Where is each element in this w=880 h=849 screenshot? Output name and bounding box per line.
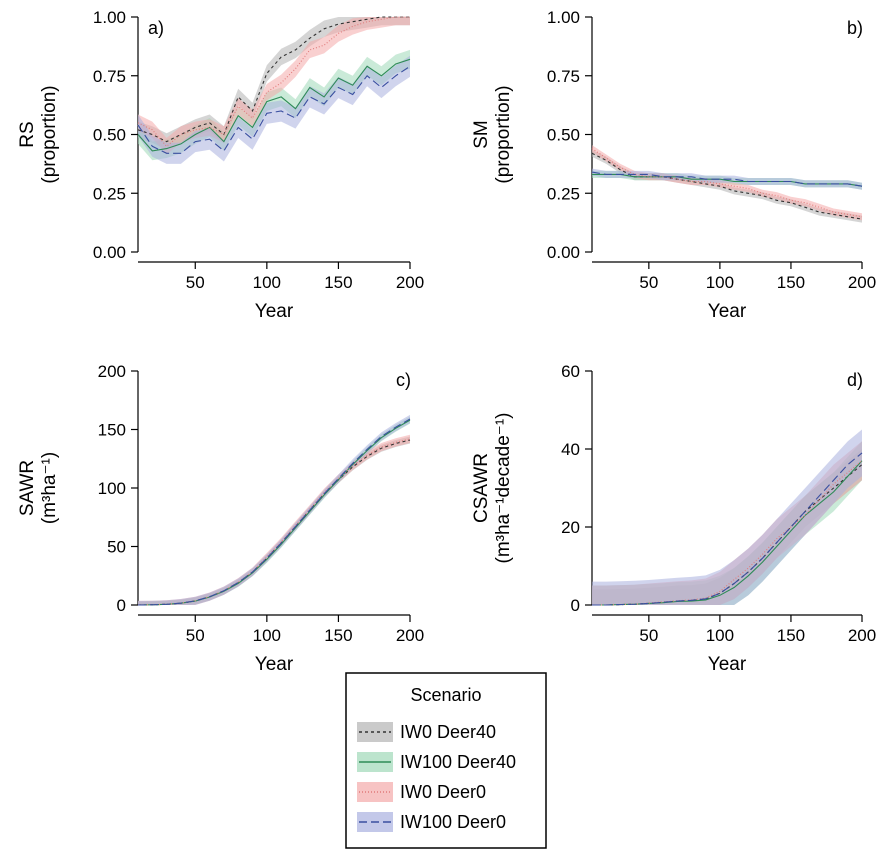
series-band xyxy=(138,55,410,164)
series-line xyxy=(137,438,411,606)
chart-panel-d: 0 20 40 60 50 100 150 200 Year CSAWR (m³ha⁻¹decade… xyxy=(471,362,876,675)
y-axis-title: (m³ha⁻¹) xyxy=(39,452,60,524)
chart-panel-c: 0 50 100 150 200 50 100 150 200 Year SAWR (m³ha⁻¹) c… xyxy=(17,362,424,675)
y-axis-title: (m³ha⁻¹decade⁻¹) xyxy=(493,413,514,564)
y-tick-label: 0.25 xyxy=(93,184,126,203)
panel-tag: d) xyxy=(847,370,863,390)
x-tick-label: 100 xyxy=(706,273,734,292)
x-tick-label: 100 xyxy=(253,626,281,645)
series-band xyxy=(592,145,862,221)
y-tick-label: 0 xyxy=(117,596,126,615)
chart-panel-b: 0.00 0.25 0.50 0.75 1.00 50 100 150 200 Year SM (pr… xyxy=(471,8,876,322)
series-band xyxy=(138,434,410,605)
y-tick-label: 0.75 xyxy=(93,67,126,86)
legend-title: Scenario xyxy=(410,685,481,705)
x-axis-title: Year xyxy=(708,301,747,322)
y-tick-label: 100 xyxy=(98,479,126,498)
x-tick-label: 200 xyxy=(848,273,876,292)
y-tick-label: 0.75 xyxy=(547,67,580,86)
y-tick-label: 0.25 xyxy=(547,184,580,203)
series-line xyxy=(137,439,411,606)
x-tick-label: 50 xyxy=(639,626,658,645)
series-line xyxy=(592,173,863,187)
series-line xyxy=(137,16,410,143)
legend-swatch xyxy=(357,722,393,742)
x-axis-title: Year xyxy=(255,301,294,322)
x-axis-title: Year xyxy=(255,654,294,675)
series-band xyxy=(592,429,862,605)
y-axis-title: CSAWR xyxy=(471,453,492,523)
legend-entry: IW0 Deer40 xyxy=(357,722,496,742)
series-line xyxy=(592,460,863,606)
y-axis-title: (proportion) xyxy=(39,85,60,183)
y-tick-label: 0.00 xyxy=(547,243,580,262)
panel-tag: a) xyxy=(148,18,164,38)
series-line xyxy=(592,452,863,606)
series-line xyxy=(137,418,411,606)
y-tick-label: 0 xyxy=(571,596,580,615)
y-axis-title: (proportion) xyxy=(493,85,514,183)
x-tick-label: 50 xyxy=(639,273,658,292)
y-tick-label: 50 xyxy=(107,538,126,557)
y-tick-label: 0.00 xyxy=(93,243,126,262)
panel-tag: c) xyxy=(396,370,411,390)
y-tick-label: 60 xyxy=(561,362,580,381)
y-axis-title: SM xyxy=(471,120,492,149)
chart-panel-a: 0.00 0.25 0.50 0.75 1.00 50 100 150 200 Year RS (pr… xyxy=(17,8,424,322)
x-tick-label: 150 xyxy=(777,626,805,645)
x-tick-label: 200 xyxy=(396,273,424,292)
legend-label: IW100 Deer0 xyxy=(400,812,506,832)
y-axis-title: SAWR xyxy=(17,460,38,516)
y-tick-label: 0.50 xyxy=(547,126,580,145)
x-tick-label: 50 xyxy=(186,626,205,645)
y-tick-label: 1.00 xyxy=(547,8,580,27)
x-axis-title: Year xyxy=(708,654,747,675)
legend-label: IW100 Deer40 xyxy=(400,752,516,772)
legend-entry: IW100 Deer40 xyxy=(357,752,516,772)
series-line xyxy=(592,460,863,606)
y-tick-label: 1.00 xyxy=(93,8,126,27)
series-line xyxy=(137,65,411,154)
panel-tag: b) xyxy=(847,18,863,38)
y-tick-label: 150 xyxy=(98,421,126,440)
legend-label: IW0 Deer40 xyxy=(400,722,496,742)
x-tick-label: 200 xyxy=(396,626,424,645)
y-axis-title: RS xyxy=(17,121,38,147)
series-line xyxy=(591,171,863,187)
x-tick-label: 200 xyxy=(848,626,876,645)
series-band xyxy=(138,17,410,155)
legend: Scenario IW0 Deer40 IW100 Deer40 IW0 Deer0… xyxy=(345,672,547,849)
series-line xyxy=(591,152,863,220)
x-tick-label: 50 xyxy=(186,273,205,292)
x-tick-label: 150 xyxy=(777,273,805,292)
x-tick-label: 100 xyxy=(706,626,734,645)
legend-entry: IW0 Deer0 xyxy=(357,782,486,802)
series-band xyxy=(138,17,410,150)
y-tick-label: 20 xyxy=(561,518,580,537)
legend-entry: IW100 Deer0 xyxy=(357,812,506,832)
y-tick-label: 40 xyxy=(561,440,580,459)
legend-label: IW0 Deer0 xyxy=(400,782,486,802)
x-tick-label: 150 xyxy=(324,273,352,292)
y-tick-label: 200 xyxy=(98,362,126,381)
y-tick-label: 0.50 xyxy=(93,126,126,145)
x-tick-label: 100 xyxy=(253,273,281,292)
series-line xyxy=(137,58,411,152)
series-band xyxy=(138,436,410,605)
x-tick-label: 150 xyxy=(324,626,352,645)
series-band xyxy=(138,414,410,605)
